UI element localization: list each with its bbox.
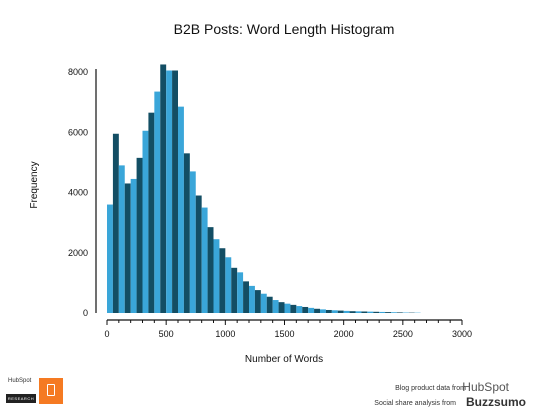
histogram-bar (213, 239, 220, 313)
histogram-bar (142, 130, 149, 313)
x-axis-label: Number of Words (245, 354, 323, 365)
histogram-bar (320, 309, 326, 313)
bar-series (107, 64, 421, 314)
histogram-bar (385, 312, 391, 313)
histogram-bar (189, 171, 196, 313)
histogram-bar (166, 70, 173, 314)
histogram-bar (154, 91, 161, 313)
histogram-bar (337, 310, 344, 313)
brand-hubspot: HubSpot (462, 380, 509, 394)
x-tick-label: 2500 (393, 329, 413, 339)
histogram-bar (379, 311, 386, 313)
histogram-bar (201, 207, 208, 313)
histogram-bar (278, 302, 285, 313)
histogram-bar (391, 312, 397, 313)
y-axis-label: Frequency (29, 161, 40, 208)
y-tick-label: 4000 (68, 188, 88, 198)
histogram-bar (160, 64, 167, 313)
histogram-bar (325, 309, 332, 313)
x-tick-label: 1000 (215, 329, 235, 339)
histogram-bar (118, 165, 125, 313)
histogram-bar (249, 285, 255, 313)
y-tick-label: 6000 (68, 127, 88, 137)
histogram-bar (343, 310, 350, 313)
x-tick-label: 3000 (452, 329, 472, 339)
histogram-bar (243, 281, 249, 313)
histogram-bar (178, 106, 184, 313)
logo-hubspot-text: HubSpot (8, 378, 32, 384)
x-tick-label: 0 (104, 329, 109, 339)
histogram-bar (284, 303, 291, 313)
histogram-bar (308, 307, 315, 313)
logo-research-text: RESEARCH (6, 394, 36, 403)
histogram-bar (367, 311, 374, 313)
histogram-bar (296, 306, 303, 313)
histogram-bar (260, 293, 267, 313)
x-tick-label: 1500 (274, 329, 294, 339)
y-tick-label: 0 (83, 308, 88, 318)
logo-badge (39, 378, 63, 404)
histogram-bar (314, 308, 320, 313)
histogram-bar (207, 227, 214, 313)
histogram-bar (124, 183, 131, 313)
histogram-bar (148, 112, 155, 313)
y-tick-label: 8000 (68, 67, 88, 77)
x-tick-label: 2000 (334, 329, 354, 339)
histogram-bar (195, 195, 202, 313)
brand-buzzsumo: Buzzsumo (466, 395, 526, 409)
y-axis: 0 2000 4000 6000 8000 (68, 67, 97, 318)
histogram-bar (225, 257, 232, 313)
hubspot-research-logo: HubSpot RESEARCH (6, 378, 66, 408)
histogram-bar (254, 290, 261, 313)
credit-social: Social share analysis from (374, 400, 456, 407)
histogram-bar (183, 153, 190, 313)
histogram-bar (349, 311, 356, 313)
histogram-bar (290, 304, 297, 313)
histogram-bar (219, 248, 226, 313)
y-tick-label: 2000 (68, 248, 88, 258)
credit-blog: Blog product data from (395, 385, 466, 392)
chart-title: B2B Posts: Word Length Histogram (174, 21, 395, 37)
histogram-bar (136, 157, 143, 313)
histogram-bar (231, 267, 238, 313)
histogram-bar (112, 133, 119, 313)
histogram-bar (172, 70, 178, 314)
histogram-bar (361, 311, 368, 313)
histogram-bar (355, 311, 362, 313)
histogram-bar (272, 300, 279, 313)
clipboard-icon (47, 384, 55, 396)
histogram-bar (107, 204, 113, 313)
histogram-bar (237, 272, 244, 313)
x-axis: 0 500 1000 1500 2000 2500 3000 (104, 319, 472, 339)
histogram-bar (396, 312, 403, 313)
x-tick-label: 500 (159, 329, 174, 339)
histogram-bar (331, 310, 338, 313)
histogram-bar (302, 306, 309, 313)
histogram-bar (130, 178, 137, 313)
histogram-bar (266, 296, 273, 313)
histogram-bar (373, 311, 380, 313)
